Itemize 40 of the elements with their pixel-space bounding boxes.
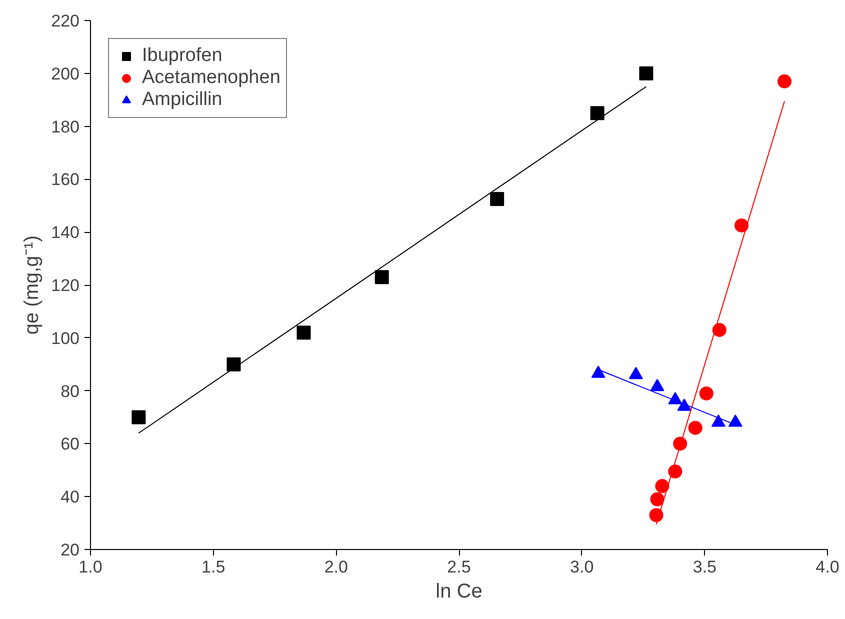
y-tick-label: 160 [51, 170, 80, 190]
point [734, 218, 749, 232]
point [132, 410, 146, 424]
y-axis-title: qe (mg,g⁻¹) [21, 235, 44, 335]
x-tick-label: 2.5 [447, 558, 471, 576]
point [649, 508, 664, 522]
point [778, 74, 792, 88]
point [639, 66, 654, 80]
legend-label: Acetamenophen [142, 67, 280, 89]
y-tick-label: 220 [51, 12, 80, 30]
x-tick-label: 1.0 [78, 558, 102, 576]
point [490, 192, 504, 206]
legend-label: Ibuprofen [142, 45, 222, 67]
point [226, 357, 241, 372]
point [668, 464, 682, 478]
y-tick-label: 40 [60, 488, 80, 507]
point [655, 479, 670, 494]
point [712, 322, 726, 337]
y-tick-label: 140 [51, 223, 80, 242]
y-tick-label: 20 [60, 540, 80, 560]
y-tick-label: 200 [51, 64, 80, 84]
point [374, 270, 389, 284]
x-tick-label: 3.0 [570, 558, 594, 576]
x-tick-label: 4.0 [816, 558, 840, 576]
point [688, 420, 702, 435]
point [673, 436, 688, 451]
y-tick-label: 100 [51, 328, 80, 348]
x-tick-label: 2.0 [324, 558, 348, 576]
legend-label: Ampicillin [142, 89, 222, 111]
y-tick-label: 60 [60, 434, 80, 454]
x-tick-label: 3.5 [692, 558, 716, 576]
x-tick-label: 1.5 [202, 558, 226, 576]
y-tick-label: 180 [51, 117, 80, 136]
y-tick-label: 80 [60, 382, 80, 401]
point [590, 106, 604, 120]
point [650, 492, 664, 506]
x-axis-title: ln Ce [436, 580, 482, 602]
point [296, 326, 311, 340]
y-tick-label: 120 [51, 276, 80, 295]
point [699, 386, 714, 400]
